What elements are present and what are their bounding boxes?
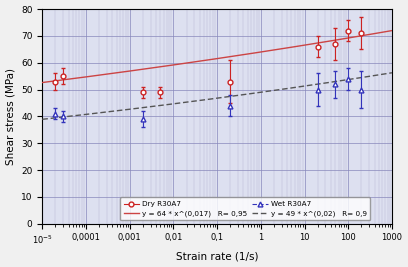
Legend: Dry R30A7, y = 64 * x^(0,017)   R= 0,95, Wet R30A7, y = 49 * x^(0,02)   R= 0,9: Dry R30A7, y = 64 * x^(0,017) R= 0,95, W… — [120, 197, 370, 220]
Y-axis label: Shear stress (MPa): Shear stress (MPa) — [6, 68, 16, 165]
X-axis label: Strain rate (1/s): Strain rate (1/s) — [176, 252, 258, 261]
